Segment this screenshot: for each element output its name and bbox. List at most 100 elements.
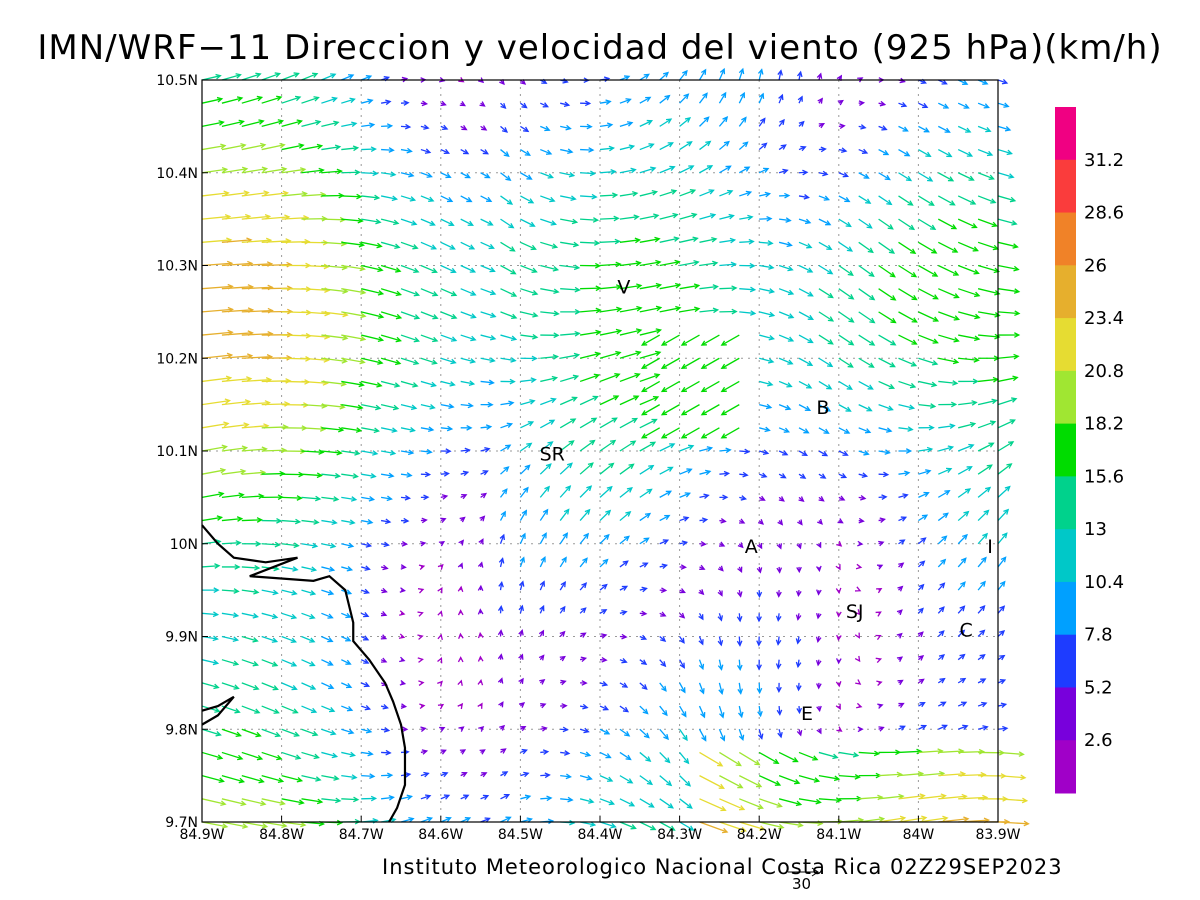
wind-vector bbox=[281, 518, 302, 525]
wind-vector bbox=[778, 496, 785, 502]
wind-vector bbox=[580, 100, 592, 107]
chart-title: IMN/WRF−11 Direccion y velocidad del vie… bbox=[37, 28, 1163, 68]
wind-vector bbox=[778, 264, 794, 272]
wind-vector bbox=[560, 171, 576, 178]
wind-vector bbox=[599, 306, 623, 313]
wind-vector bbox=[878, 427, 893, 433]
wind-vector bbox=[540, 332, 560, 339]
wind-vector bbox=[719, 189, 734, 197]
wind-vector bbox=[361, 311, 385, 319]
wind-vector bbox=[321, 311, 349, 318]
wind-vector bbox=[878, 125, 888, 131]
wind-vector bbox=[838, 311, 855, 323]
wind-vector bbox=[400, 264, 420, 274]
wind-vector bbox=[619, 305, 643, 313]
wind-vector bbox=[440, 148, 451, 155]
wind-vector bbox=[798, 404, 812, 411]
wind-vector bbox=[420, 357, 438, 365]
wind-vector bbox=[459, 516, 466, 523]
wind-vector bbox=[878, 172, 891, 181]
wind-vector bbox=[898, 125, 909, 132]
wind-vector bbox=[619, 417, 639, 429]
wind-vector bbox=[698, 92, 708, 104]
wind-vector bbox=[420, 380, 437, 388]
colorbar-box bbox=[1055, 423, 1076, 477]
wind-vector bbox=[798, 288, 814, 297]
colorbar-box bbox=[1055, 265, 1076, 319]
wind-vector bbox=[639, 373, 661, 383]
wind-vector bbox=[341, 473, 359, 479]
wind-vector bbox=[341, 519, 356, 525]
wind-vector bbox=[560, 286, 581, 293]
wind-vector bbox=[639, 512, 652, 522]
wind-vector bbox=[660, 404, 680, 416]
wind-vector bbox=[759, 334, 776, 341]
wind-vector bbox=[639, 189, 659, 197]
wind-vector bbox=[679, 212, 698, 220]
wind-vector bbox=[221, 73, 242, 81]
wind-vector bbox=[778, 241, 793, 248]
wind-vector bbox=[838, 288, 855, 300]
wind-vector bbox=[559, 485, 572, 498]
wind-vector bbox=[997, 102, 1010, 108]
wind-vector bbox=[997, 125, 1012, 132]
wind-vector bbox=[619, 372, 641, 383]
wind-vector bbox=[639, 350, 662, 359]
wind-vector bbox=[400, 241, 419, 250]
wind-vector bbox=[540, 218, 558, 226]
wind-vector bbox=[958, 400, 978, 406]
wind-vector bbox=[957, 102, 970, 109]
wind-vector bbox=[520, 125, 530, 133]
wind-vector bbox=[759, 240, 774, 246]
wind-vector bbox=[699, 140, 712, 151]
wind-vector bbox=[360, 75, 373, 81]
wind-vector bbox=[957, 466, 973, 475]
wind-vector bbox=[758, 495, 766, 501]
wind-vector bbox=[241, 493, 265, 500]
wind-vector bbox=[380, 427, 398, 433]
wind-vector bbox=[560, 330, 581, 337]
wind-vector bbox=[639, 73, 650, 81]
wind-vector bbox=[858, 450, 870, 456]
wind-vector bbox=[858, 334, 876, 346]
wind-vector bbox=[540, 375, 559, 383]
wind-vector bbox=[540, 264, 560, 272]
wind-vector bbox=[977, 311, 1001, 318]
wind-vector bbox=[977, 442, 995, 452]
wind-vector bbox=[559, 440, 575, 452]
wind-vector bbox=[660, 334, 680, 346]
wind-vector bbox=[818, 380, 833, 390]
wind-vector bbox=[500, 172, 512, 182]
wind-vector bbox=[321, 168, 343, 175]
wind-vector bbox=[878, 334, 897, 346]
wind-vector bbox=[520, 355, 538, 362]
wind-vector bbox=[579, 417, 598, 429]
wind-vector bbox=[938, 79, 948, 85]
wind-vector bbox=[499, 510, 506, 521]
wind-vector bbox=[878, 494, 888, 500]
wind-vector bbox=[878, 517, 886, 523]
wind-vector bbox=[361, 403, 382, 411]
wind-vector bbox=[500, 334, 518, 341]
wind-vector bbox=[720, 427, 740, 439]
wind-vector bbox=[440, 471, 450, 477]
wind-vector bbox=[381, 147, 395, 153]
wind-vector bbox=[679, 141, 693, 151]
wind-vector bbox=[380, 449, 397, 456]
wind-vector bbox=[520, 241, 537, 251]
wind-vector bbox=[858, 472, 869, 478]
wind-vector bbox=[380, 264, 402, 273]
wind-vector bbox=[977, 172, 995, 180]
wind-vector bbox=[679, 516, 690, 522]
wind-vector bbox=[659, 118, 673, 127]
wind-vector bbox=[679, 492, 692, 498]
wind-vector bbox=[918, 357, 939, 366]
wind-vector bbox=[420, 172, 433, 178]
wind-vector bbox=[599, 261, 622, 268]
wind-vector bbox=[997, 310, 1021, 317]
wind-vector bbox=[261, 119, 285, 128]
wind-vector bbox=[798, 120, 805, 127]
wind-vector bbox=[599, 192, 619, 199]
wind-vector bbox=[420, 517, 428, 524]
